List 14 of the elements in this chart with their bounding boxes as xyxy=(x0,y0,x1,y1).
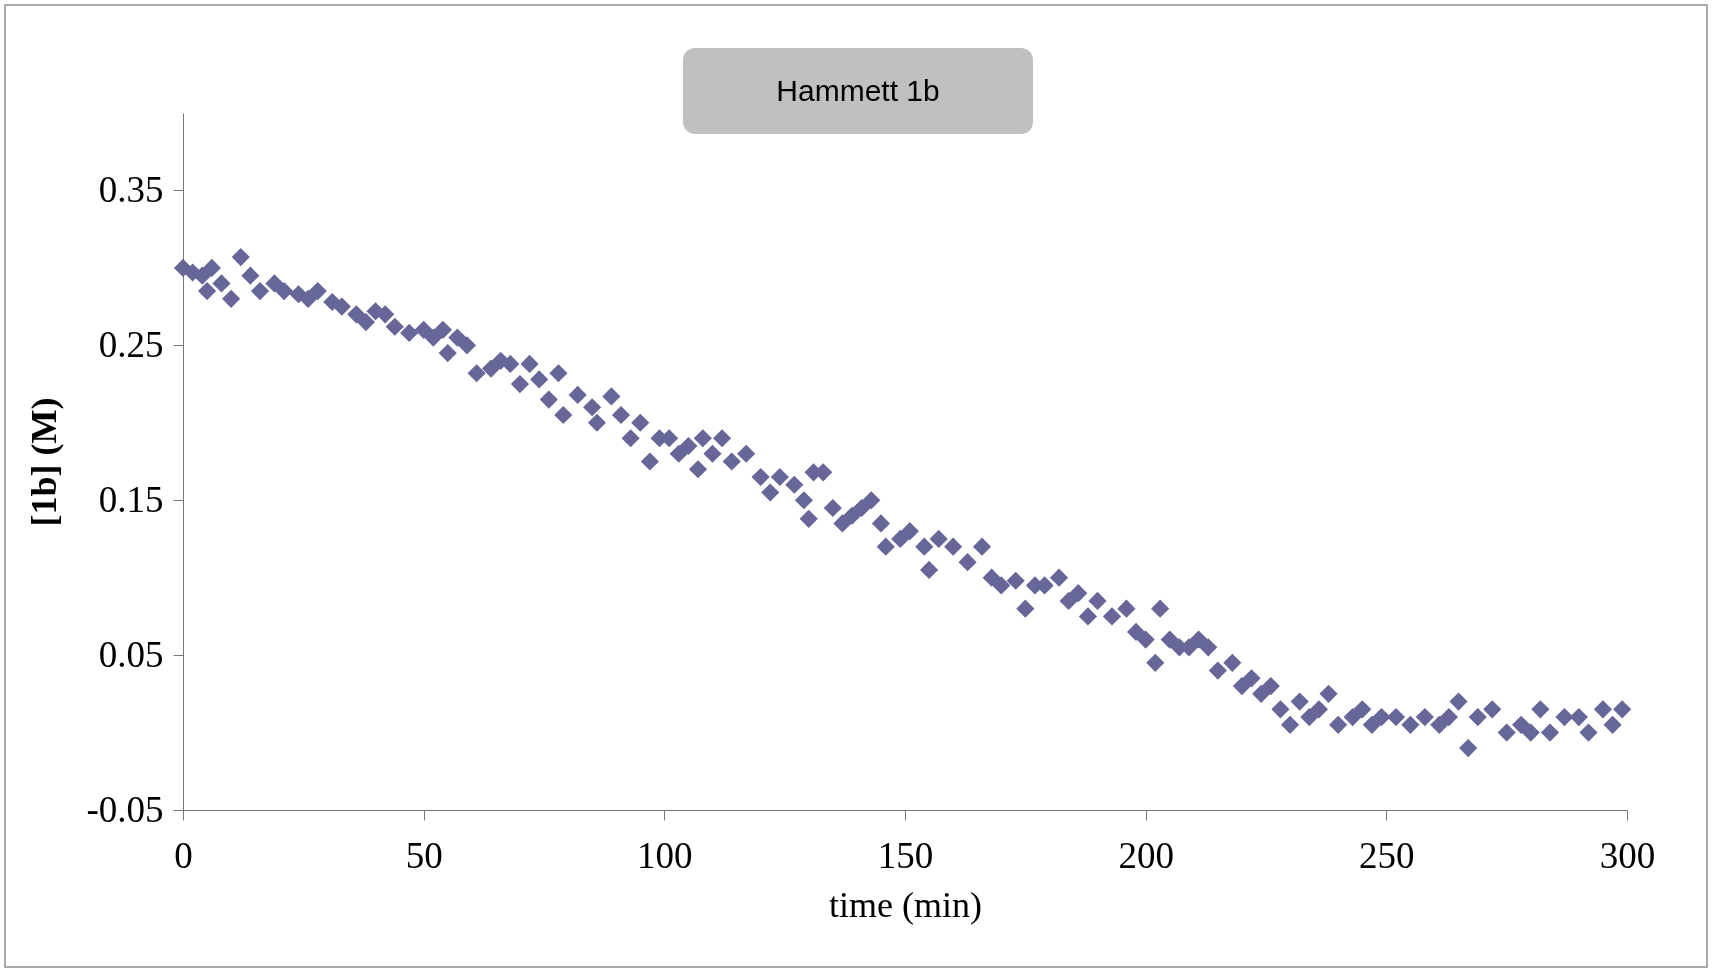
x-tick-label: 250 xyxy=(1359,834,1415,876)
x-tick-label: 0 xyxy=(174,834,193,876)
y-tick-label: 0.05 xyxy=(98,633,164,675)
x-tick-label: 100 xyxy=(637,834,693,876)
x-tick-label: 300 xyxy=(1599,834,1656,876)
x-axis-title: time (min) xyxy=(829,884,982,925)
y-tick-label: -0.05 xyxy=(86,788,164,830)
x-tick-label: 150 xyxy=(877,834,934,876)
x-tick-label: 200 xyxy=(1118,834,1174,876)
y-tick-label: 0.25 xyxy=(98,323,164,365)
x-tick-label: 50 xyxy=(405,834,443,876)
y-tick-label: 0.15 xyxy=(98,478,164,520)
y-tick-label: 0.35 xyxy=(98,168,164,210)
y-axis-title: [1b] (M) xyxy=(24,397,65,527)
